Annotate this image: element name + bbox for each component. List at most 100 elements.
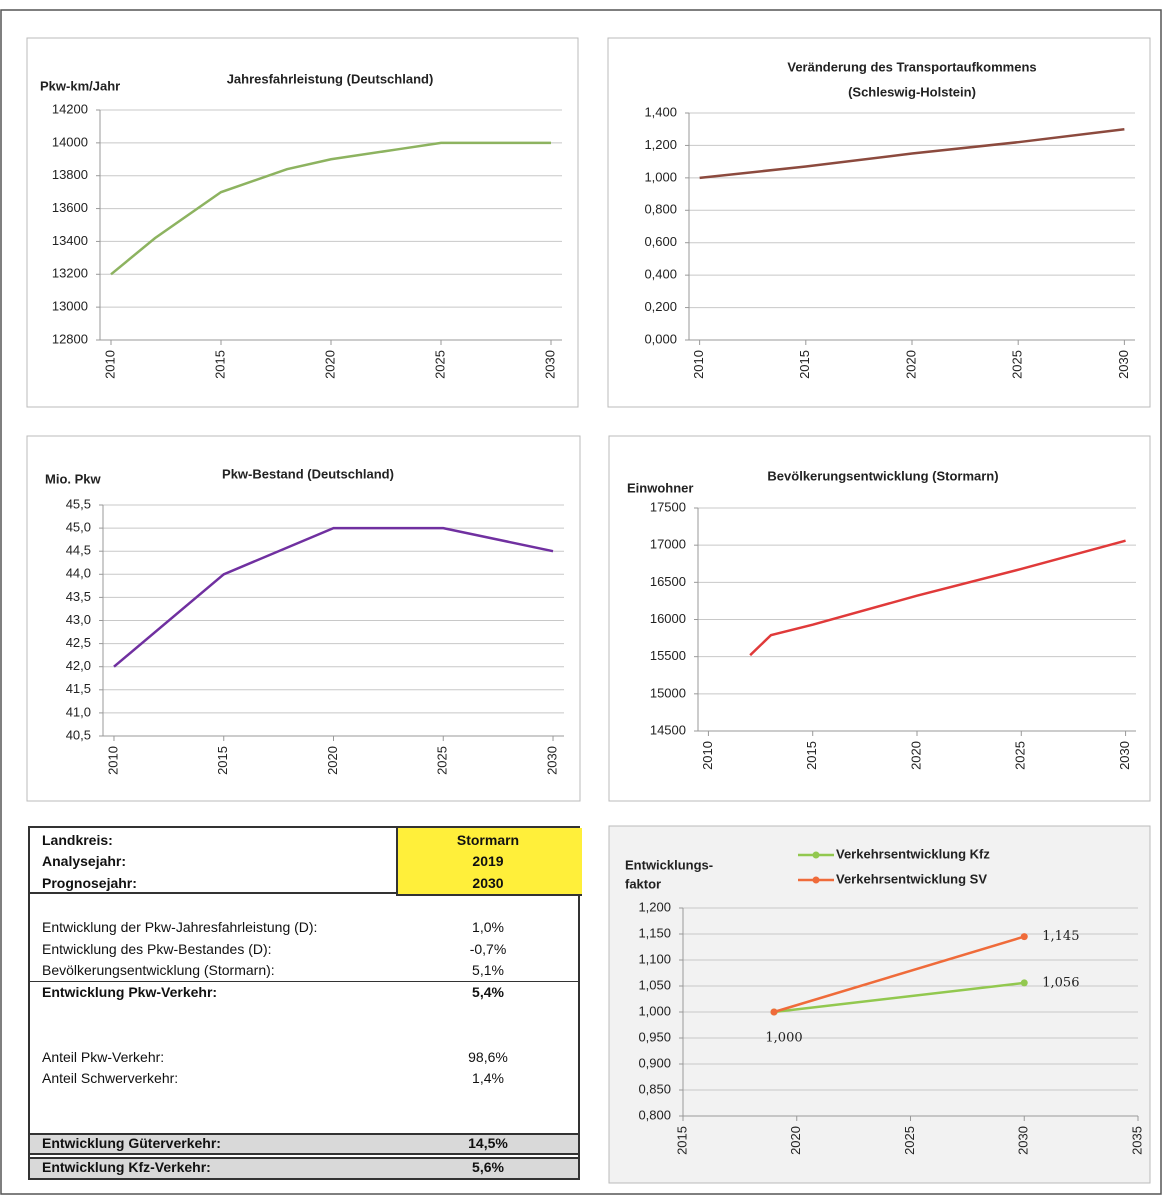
table-cell: Stormarn — [456, 832, 520, 848]
table-cell: Prognosejahr: — [42, 875, 137, 891]
y-tick-label: 41,0 — [66, 704, 91, 719]
y-tick-label: 0,900 — [638, 1055, 671, 1070]
x-tick-label: 2025 — [435, 746, 450, 775]
x-tick-label: 2020 — [903, 350, 918, 379]
table-cell: 1,0% — [472, 919, 504, 935]
y-tick-label: 13000 — [52, 299, 88, 314]
summary-table: Landkreis: Stormarn Analysejahr: 2019 Progno… — [28, 826, 582, 1180]
legend-marker — [812, 876, 820, 884]
chart-box — [607, 37, 1151, 408]
y-tick-label: 1,150 — [638, 925, 671, 940]
data-label: 1,056 — [1042, 975, 1079, 990]
x-tick-label: 2030 — [542, 350, 557, 379]
table-cell: 2030 — [472, 875, 504, 891]
x-tick-label: 2010 — [700, 741, 715, 770]
y-tick-label: 44,5 — [66, 543, 91, 558]
x-tick-label: 2015 — [797, 350, 812, 379]
row-box — [30, 1157, 578, 1178]
table-cell: Entwicklung Güterverkehr: — [42, 1135, 221, 1151]
y-tick-label: 13400 — [52, 233, 88, 248]
y-tick-label: 40,5 — [66, 727, 91, 742]
y-tick-label: 1,100 — [638, 951, 671, 966]
page-border — [0, 9, 1162, 1195]
y-tick-label: 45,5 — [66, 496, 91, 511]
table-cell: Bevölkerungsentwicklung (Stormarn): — [42, 962, 275, 978]
chart-title: (Schleswig-Holstein) — [848, 84, 976, 99]
table-cell: Landkreis: — [42, 832, 113, 848]
x-tick-label: 2010 — [102, 350, 117, 379]
x-tick-label: 2030 — [544, 746, 559, 775]
legend-label: Verkehrsentwicklung SV — [836, 871, 987, 886]
point — [770, 1008, 778, 1016]
y-tick-label: 41,5 — [66, 681, 91, 696]
y-tick-label: 1,050 — [638, 977, 671, 992]
header-divider — [30, 892, 396, 894]
y-tick-label: 1,400 — [644, 104, 677, 119]
data-label: 1,000 — [765, 1031, 802, 1046]
legend-label: Verkehrsentwicklung Kfz — [836, 846, 990, 861]
y-tick-label: 14200 — [52, 101, 88, 116]
y-axis-label: Entwicklungs- — [625, 857, 713, 872]
chart-title: Veränderung des Transportaufkommens — [787, 59, 1036, 74]
y-tick-label: 13800 — [52, 167, 88, 182]
highlight-cell — [396, 828, 582, 896]
x-tick-label: 2010 — [691, 350, 706, 379]
legend-marker — [812, 851, 820, 859]
chart-box — [608, 435, 1151, 802]
chart-box — [608, 825, 1151, 1184]
row-box — [30, 1133, 578, 1155]
y-tick-label: 14000 — [52, 134, 88, 149]
x-tick-label: 2020 — [908, 741, 923, 770]
x-tick-label: 2010 — [105, 746, 120, 775]
table-cell: 5,1% — [472, 962, 504, 978]
chart-title: Pkw-Bestand (Deutschland) — [222, 466, 394, 481]
y-tick-label: 14500 — [650, 722, 686, 737]
x-tick-label: 2015 — [804, 741, 819, 770]
y-tick-label: 13600 — [52, 200, 88, 215]
y-tick-label: 1,000 — [638, 1003, 671, 1018]
table-cell: Entwicklung der Pkw-Jahresfahrleistung (… — [42, 919, 318, 935]
y-tick-label: 45,0 — [66, 520, 91, 535]
y-tick-label: 0,400 — [644, 267, 677, 282]
x-tick-label: 2025 — [1010, 350, 1025, 379]
x-tick-label: 2035 — [1129, 1126, 1144, 1155]
series-line — [773, 981, 1025, 1014]
y-tick-label: 42,5 — [66, 635, 91, 650]
series-line — [113, 526, 554, 668]
table-cell: Entwicklung des Pkw-Bestandes (D): — [42, 941, 272, 957]
table-cell: 1,4% — [472, 1070, 504, 1086]
y-tick-label: 0,200 — [644, 299, 677, 314]
chart-box — [26, 37, 579, 408]
table-cell: 5,6% — [472, 1159, 504, 1175]
table-cell: Entwicklung Kfz-Verkehr: — [42, 1159, 211, 1175]
x-tick-label: 2030 — [1016, 1126, 1031, 1155]
table-cell: Analysejahr: — [42, 853, 127, 869]
y-tick-label: 12800 — [52, 331, 88, 346]
x-tick-label: 2025 — [902, 1126, 917, 1155]
x-tick-label: 2020 — [788, 1126, 803, 1155]
table-cell: 5,4% — [472, 984, 504, 1000]
chart-box — [26, 435, 581, 802]
y-axis-label: faktor — [625, 876, 661, 891]
x-tick-label: 2015 — [674, 1126, 689, 1155]
y-tick-label: 0,800 — [644, 202, 677, 217]
y-tick-label: 0,950 — [638, 1029, 671, 1044]
table-cell: Entwicklung Pkw-Verkehr: — [42, 984, 218, 1000]
series-line — [749, 539, 1126, 657]
series-line — [773, 935, 1025, 1014]
table-cell: 98,6% — [468, 1049, 508, 1065]
series-line — [699, 127, 1125, 180]
table-cell: Anteil Schwerverkehr: — [42, 1070, 179, 1086]
series-line — [110, 141, 551, 276]
y-tick-label: 15500 — [650, 648, 686, 663]
y-axis-label: Mio. Pkw — [45, 471, 102, 486]
x-tick-label: 2015 — [212, 350, 227, 379]
y-tick-label: 43,5 — [66, 589, 91, 604]
y-tick-label: 13200 — [52, 266, 88, 281]
table-cell: 2019 — [472, 853, 504, 869]
chart-title: Jahresfahrleistung (Deutschland) — [227, 71, 434, 86]
y-tick-label: 42,0 — [66, 658, 91, 673]
y-tick-label: 0,850 — [638, 1081, 671, 1096]
table-cell: Anteil Pkw-Verkehr: — [42, 1049, 165, 1065]
x-tick-label: 2015 — [215, 746, 230, 775]
